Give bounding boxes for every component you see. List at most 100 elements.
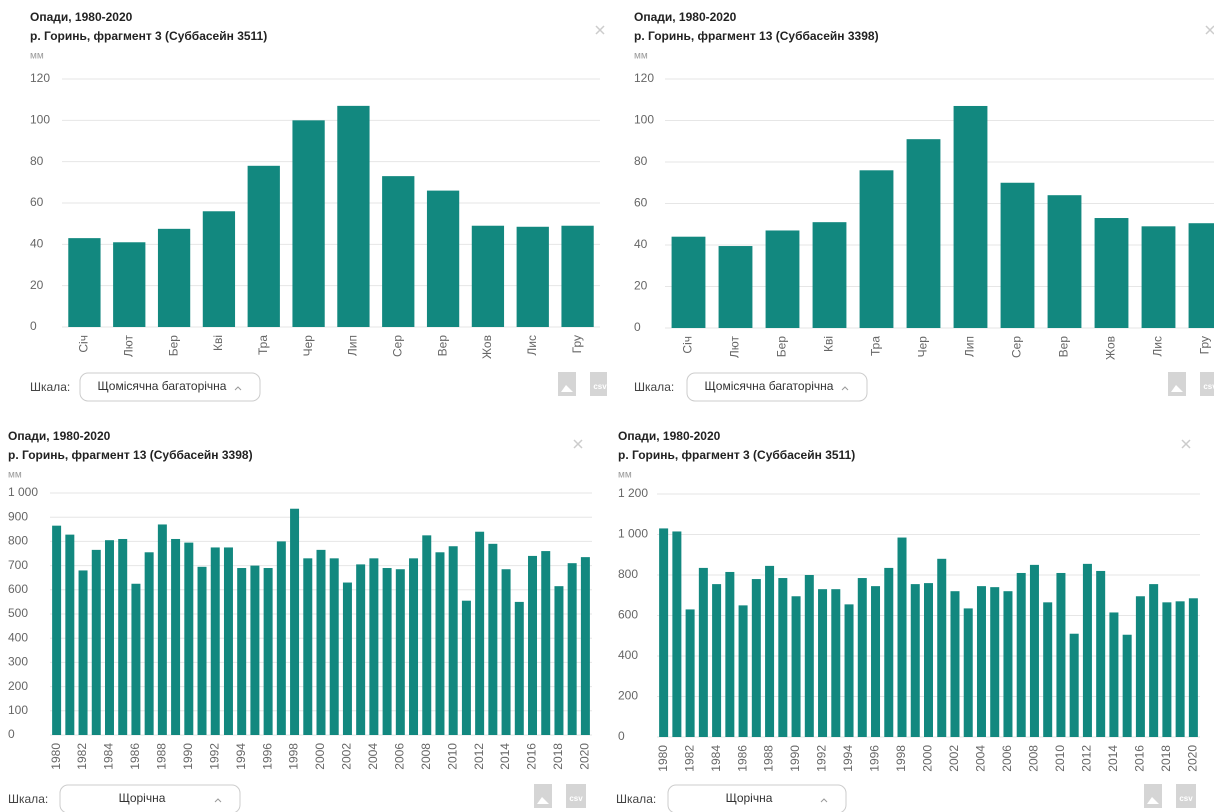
- x-tick-label: 1996: [260, 743, 274, 770]
- chart-subtitle: р. Горинь, фрагмент 3 (Суббасейн 3511): [618, 448, 855, 462]
- x-tick-label: 1994: [234, 743, 248, 770]
- scale-label: Шкала:: [8, 792, 48, 806]
- y-tick-label: 120: [30, 71, 50, 85]
- close-button[interactable]: [1205, 25, 1214, 35]
- bar: [292, 120, 325, 327]
- scale-value[interactable]: Щорічна: [726, 791, 773, 805]
- close-button[interactable]: [595, 25, 605, 35]
- export-image-icon[interactable]: [1168, 372, 1186, 396]
- bar: [871, 586, 881, 737]
- bar: [250, 565, 260, 735]
- chart-subtitle: р. Горинь, фрагмент 3 (Суббасейн 3511): [30, 29, 267, 43]
- bar: [104, 540, 114, 735]
- bar: [1141, 226, 1176, 328]
- x-tick-label: 1986: [128, 743, 142, 770]
- export-image-icon[interactable]: [1144, 784, 1162, 808]
- x-tick-label: 1984: [102, 743, 116, 770]
- bar: [118, 538, 128, 735]
- dropdown-arrow: [841, 386, 849, 391]
- bar: [356, 564, 366, 735]
- x-tick-label: Лют: [121, 334, 135, 357]
- y-tick-label: 700: [8, 558, 28, 572]
- x-tick-label: 2002: [340, 743, 354, 770]
- x-tick-label: 1996: [868, 745, 882, 772]
- bar: [1162, 602, 1172, 737]
- scale-value[interactable]: Щомісячна багаторічна: [705, 379, 834, 393]
- bar: [671, 236, 706, 328]
- y-unit: мм: [30, 51, 44, 62]
- bar: [52, 525, 62, 735]
- bar: [1056, 572, 1066, 737]
- bar: [659, 528, 669, 737]
- x-tick-label: 1980: [49, 743, 63, 770]
- export-image-icon[interactable]: [534, 784, 552, 808]
- bar: [113, 242, 146, 327]
- export-csv-icon[interactable]: [566, 784, 586, 808]
- bar: [567, 563, 577, 735]
- x-tick-label: 2012: [472, 743, 486, 770]
- export-csv-icon[interactable]: [1200, 372, 1214, 396]
- bar: [471, 225, 505, 327]
- bar: [1175, 601, 1185, 737]
- close-button[interactable]: [573, 439, 583, 449]
- x-tick-label: Кві: [822, 336, 836, 352]
- bar: [369, 558, 379, 735]
- bar: [1000, 182, 1035, 328]
- export-image-glyph: [1171, 385, 1183, 392]
- export-csv-text[interactable]: csv: [593, 382, 607, 391]
- bar: [712, 584, 722, 737]
- x-tick-label: 1990: [788, 745, 802, 772]
- bar: [144, 552, 154, 735]
- bar: [738, 605, 748, 737]
- bar: [202, 211, 236, 327]
- bar: [329, 558, 339, 735]
- chart-title: Опади, 1980-2020: [618, 429, 721, 443]
- bar: [884, 567, 894, 737]
- scale-label: Шкала:: [30, 380, 70, 394]
- x-tick-label: 2008: [419, 743, 433, 770]
- export-csv-text[interactable]: csv: [1179, 794, 1193, 803]
- bar: [276, 541, 286, 735]
- bar: [337, 105, 370, 327]
- scale-dropdown[interactable]: [79, 372, 261, 402]
- bar: [488, 543, 498, 735]
- scale-dropdown[interactable]: [686, 372, 868, 402]
- export-csv-icon[interactable]: [1176, 784, 1196, 808]
- export-image-icon[interactable]: [558, 372, 576, 396]
- scale-dropdown[interactable]: [667, 784, 847, 812]
- chart-subtitle: р. Горинь, фрагмент 13 (Суббасейн 3398): [8, 448, 253, 462]
- scale-value[interactable]: Щомісячна багаторічна: [98, 379, 227, 393]
- y-tick-label: 800: [618, 567, 638, 581]
- x-tick-label: 2020: [1186, 745, 1200, 772]
- export-csv-text[interactable]: csv: [1203, 382, 1214, 391]
- bar: [937, 558, 947, 737]
- scale-dropdown[interactable]: [59, 784, 241, 812]
- close-button[interactable]: [1181, 439, 1191, 449]
- y-tick-label: 600: [8, 582, 28, 596]
- bar: [303, 558, 313, 735]
- chart-title: Опади, 1980-2020: [634, 10, 737, 24]
- bar: [247, 165, 280, 327]
- export-csv-icon[interactable]: [590, 372, 610, 396]
- bar: [778, 578, 788, 737]
- y-tick-label: 900: [8, 509, 28, 523]
- x-tick-label: Лип: [346, 335, 360, 356]
- y-tick-label: 100: [634, 113, 654, 127]
- y-tick-label: 400: [8, 630, 28, 644]
- bar: [804, 575, 814, 737]
- x-tick-label: 2010: [445, 743, 459, 770]
- bar: [910, 584, 920, 737]
- export-csv-text[interactable]: csv: [569, 794, 583, 803]
- bar: [528, 555, 538, 735]
- chart-panel: Опади, 1980-2020 р. Горинь, фрагмент 3 (С…: [616, 429, 1200, 812]
- x-tick-label: 1982: [75, 743, 89, 770]
- y-tick-label: 40: [634, 237, 648, 251]
- bar: [514, 601, 524, 735]
- bar: [1082, 563, 1092, 737]
- bar: [1135, 596, 1145, 737]
- x-tick-label: 2000: [313, 743, 327, 770]
- bar: [976, 586, 986, 737]
- scale-value[interactable]: Щорічна: [119, 791, 166, 805]
- x-tick-label: 2002: [947, 745, 961, 772]
- bar: [765, 565, 775, 737]
